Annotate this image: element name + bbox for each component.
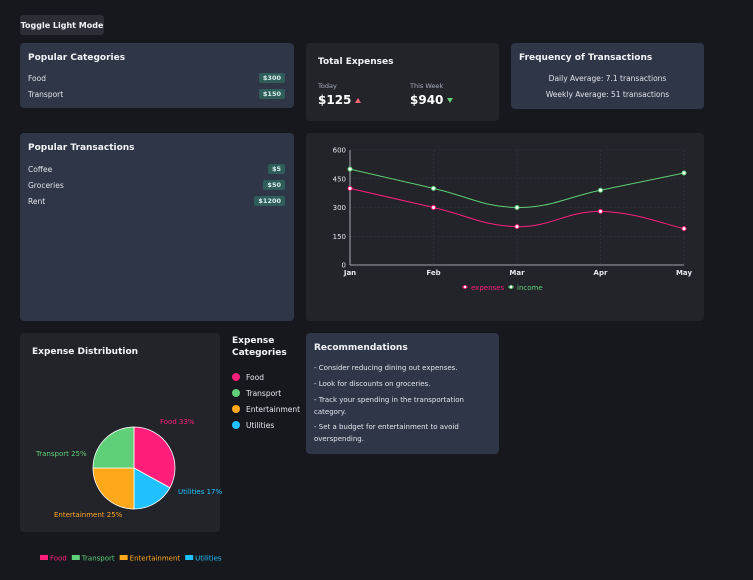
expenses-legend-label: expenses — [471, 284, 504, 292]
expenses-point — [598, 208, 603, 214]
income-legend-marker — [508, 284, 513, 289]
category-name: Food — [28, 73, 46, 83]
total-expenses-card: Total Expenses Today $125 This Week $940 — [306, 43, 499, 121]
recommendations-card: Recommendations - Consider reducing dini… — [306, 333, 499, 454]
recommendation-item: - Track your spending in the transportat… — [314, 396, 464, 416]
income-point — [347, 166, 353, 172]
daily-average-text: Daily Average: 7.1 transactions — [548, 74, 667, 83]
x-tick-label: Mar — [509, 269, 525, 277]
transaction-name: Groceries — [28, 180, 64, 190]
category-amount-badge: $150 — [258, 89, 285, 99]
category-legend-item: Transport — [232, 385, 300, 401]
toggle-light-mode-button[interactable]: Toggle Light Mode — [20, 15, 104, 35]
entertainment-color-dot — [232, 405, 240, 413]
week-value: $940 — [410, 93, 444, 107]
expenses-point — [681, 226, 687, 232]
expenses-point — [514, 224, 520, 230]
total-expenses-title: Total Expenses — [318, 57, 394, 67]
pie-legend-label-entertainment: Entertainment — [130, 555, 181, 563]
transaction-amount-badge: $1200 — [254, 196, 285, 206]
pie-legend-swatch-transport — [71, 555, 80, 560]
expense-categories-list: Food Transport Entertainment Utilities — [232, 369, 300, 433]
pie-legend-swatch-utilities — [185, 555, 194, 560]
category-legend-item: Food — [232, 369, 300, 385]
category-legend-label: Entertainment — [246, 404, 301, 414]
week-label: This Week — [410, 82, 444, 90]
recommendation-item: - Set a budget for entertainment to avoi… — [314, 423, 459, 443]
week-value-group: $940 — [410, 93, 454, 107]
transaction-row-rent: Rent $1200 — [28, 196, 285, 206]
income-legend-label: income — [517, 284, 543, 292]
recommendations-title: Recommendations — [314, 343, 408, 353]
line-chart: 0 150 300 450 600 Jan Feb Mar Apr May expenses inco… — [333, 147, 693, 293]
income-point — [598, 187, 603, 193]
food-color-dot — [232, 373, 240, 381]
transaction-name: Rent — [28, 196, 46, 206]
income-point — [431, 185, 436, 191]
transaction-amount-badge: $50 — [263, 180, 285, 190]
y-tick-label: 450 — [333, 175, 346, 183]
income-point — [514, 205, 520, 210]
x-tick-label: Jan — [343, 269, 356, 277]
popular-transactions-title: Popular Transactions — [28, 143, 135, 153]
expense-categories-title: Expense Categories — [232, 336, 287, 358]
category-name: Transport — [28, 89, 64, 99]
pie-legend-label-transport: Transport — [81, 555, 115, 563]
arrow-up-icon — [355, 97, 362, 103]
weekly-average-text: Weekly Average: 51 transactions — [545, 90, 670, 99]
category-amount-badge: $300 — [258, 73, 285, 83]
utilities-color-dot — [232, 421, 240, 429]
popular-categories-title: Popular Categories — [28, 53, 126, 63]
x-tick-label: May — [676, 269, 692, 277]
recommendation-item: - Consider reducing dining out expenses. — [314, 364, 458, 372]
y-tick-label: 300 — [333, 204, 346, 212]
popular-transactions-card: Popular Transactions Coffee $5 Groceries… — [20, 133, 294, 321]
category-row-transport: Transport $150 — [28, 89, 285, 99]
y-tick-label: 150 — [333, 233, 346, 241]
expense-distribution-title: Expense Distribution — [32, 347, 139, 357]
arrow-down-icon — [447, 97, 454, 103]
pie-legend-label-utilities: Utilities — [195, 555, 222, 563]
line-chart-card: 0 150 300 450 600 Jan Feb Mar Apr May expenses inco… — [306, 133, 704, 321]
today-label: Today — [318, 82, 337, 90]
transaction-amount-badge: $5 — [267, 164, 285, 174]
category-legend-label: Food — [246, 372, 264, 382]
recommendation-item: - Look for discounts on groceries. — [314, 380, 431, 388]
frequency-title: Frequency of Transactions — [519, 53, 653, 63]
category-legend-label: Transport — [246, 388, 282, 398]
y-tick-label: 0 — [342, 262, 346, 270]
category-legend-item: Utilities — [232, 417, 300, 433]
pie-legend-swatch-entertainment — [119, 555, 128, 560]
y-tick-label: 600 — [333, 147, 346, 155]
category-legend-label: Utilities — [246, 420, 275, 430]
pie-legend-label-food: Food — [50, 555, 67, 563]
transaction-row-groceries: Groceries $50 — [28, 180, 285, 190]
frequency-card: Frequency of Transactions Daily Average:… — [511, 43, 704, 109]
category-row-food: Food $300 — [28, 73, 285, 83]
expenses-legend-marker — [462, 284, 467, 289]
transport-color-dot — [232, 389, 240, 397]
income-point — [681, 170, 687, 176]
expenses-point — [347, 185, 353, 191]
transaction-row-coffee: Coffee $5 — [28, 164, 285, 174]
category-legend-item: Entertainment — [232, 401, 300, 417]
today-value-group: $125 — [318, 93, 362, 107]
x-tick-label: Feb — [426, 269, 440, 277]
popular-categories-card: Popular Categories Food $300 Transport $… — [20, 43, 294, 108]
expense-distribution-card: Expense Distribution — [20, 333, 220, 532]
transaction-name: Coffee — [28, 164, 53, 174]
expenses-point — [431, 205, 436, 210]
today-value: $125 — [318, 93, 352, 107]
pie-legend-swatch-food — [40, 555, 48, 560]
x-tick-label: Apr — [594, 269, 608, 277]
